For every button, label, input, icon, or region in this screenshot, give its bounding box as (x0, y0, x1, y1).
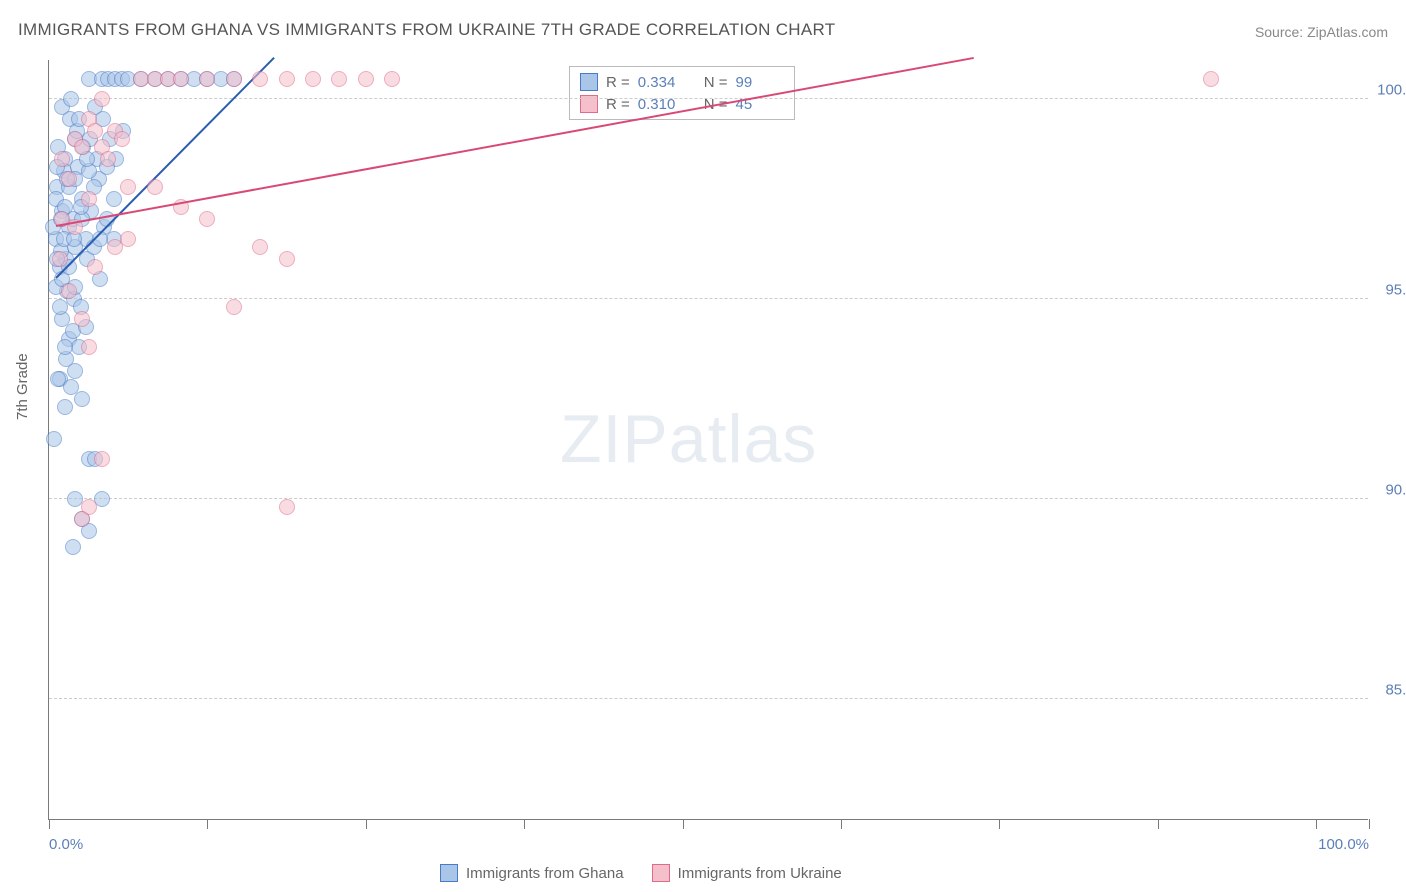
legend-swatch (580, 73, 598, 91)
data-point (279, 71, 295, 87)
gridline-horizontal (49, 98, 1368, 99)
x-tick (1369, 819, 1370, 829)
data-point (100, 151, 116, 167)
data-point (226, 71, 242, 87)
data-point (61, 171, 77, 187)
x-tick (49, 819, 50, 829)
data-point (279, 499, 295, 515)
stats-legend-row: R = 0.334 N = 99 (580, 71, 784, 93)
data-point (147, 179, 163, 195)
n-value: 99 (736, 74, 784, 91)
data-point (331, 71, 347, 87)
data-point (74, 139, 90, 155)
y-axis-label: 7th Grade (14, 353, 31, 420)
data-point (52, 251, 68, 267)
series-legend-item: Immigrants from Ukraine (652, 864, 842, 882)
r-value: 0.334 (638, 74, 686, 91)
data-point (279, 251, 295, 267)
gridline-horizontal (49, 298, 1368, 299)
plot-area: R =0.334N =99R =0.310N =45 85.0%90.0%95.… (48, 60, 1368, 820)
data-point (226, 299, 242, 315)
data-point (120, 231, 136, 247)
x-tick-label: 100.0% (1318, 836, 1369, 853)
x-tick (683, 819, 684, 829)
source-attribution: Source: ZipAtlas.com (1255, 24, 1388, 40)
data-point (106, 191, 122, 207)
x-tick (524, 819, 525, 829)
data-point (63, 91, 79, 107)
data-point (94, 451, 110, 467)
data-point (81, 339, 97, 355)
gridline-horizontal (49, 698, 1368, 699)
x-tick (207, 819, 208, 829)
data-point (54, 151, 70, 167)
data-point (173, 71, 189, 87)
data-point (61, 283, 77, 299)
data-point (252, 239, 268, 255)
series-label: Immigrants from Ukraine (678, 865, 842, 882)
data-point (87, 123, 103, 139)
x-tick (1158, 819, 1159, 829)
series-legend: Immigrants from Ghana Immigrants from Ukr… (440, 864, 842, 882)
y-tick-label: 85.0% (1373, 682, 1406, 699)
y-tick-label: 95.0% (1373, 282, 1406, 299)
data-point (252, 71, 268, 87)
data-point (1203, 71, 1219, 87)
x-tick-label: 0.0% (49, 836, 83, 853)
data-point (120, 179, 136, 195)
data-point (114, 131, 130, 147)
legend-swatch (652, 864, 670, 882)
data-point (65, 539, 81, 555)
data-point (199, 71, 215, 87)
y-tick-label: 90.0% (1373, 482, 1406, 499)
series-label: Immigrants from Ghana (466, 865, 624, 882)
data-point (74, 311, 90, 327)
legend-swatch (440, 864, 458, 882)
n-label: N = (704, 74, 728, 91)
x-tick (366, 819, 367, 829)
x-tick (1316, 819, 1317, 829)
data-point (358, 71, 374, 87)
x-tick (999, 819, 1000, 829)
data-point (81, 191, 97, 207)
data-point (384, 71, 400, 87)
r-label: R = (606, 74, 630, 91)
data-point (46, 431, 62, 447)
data-point (305, 71, 321, 87)
data-point (63, 379, 79, 395)
data-point (87, 259, 103, 275)
y-tick-label: 100.0% (1373, 82, 1406, 99)
data-point (81, 499, 97, 515)
x-tick (841, 819, 842, 829)
chart-title: IMMIGRANTS FROM GHANA VS IMMIGRANTS FROM… (18, 20, 835, 40)
data-point (199, 211, 215, 227)
gridline-horizontal (49, 498, 1368, 499)
data-point (94, 91, 110, 107)
series-legend-item: Immigrants from Ghana (440, 864, 624, 882)
data-point (74, 391, 90, 407)
data-point (57, 399, 73, 415)
data-point (57, 339, 73, 355)
data-point (52, 299, 68, 315)
